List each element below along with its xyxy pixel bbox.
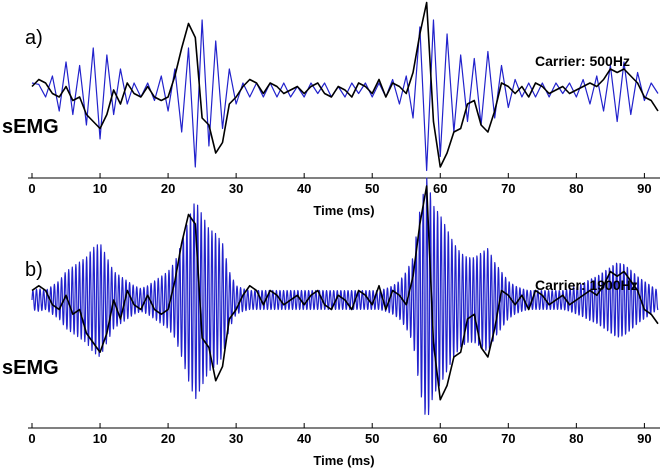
panel-a-x-tick-label-20: 20 <box>161 181 175 196</box>
panel-b-x-tick-label-0: 0 <box>28 431 35 446</box>
panel-b-x-ticks: 0 10 20 30 40 50 60 70 80 90 <box>28 423 652 446</box>
panel-b-x-tick-label-90: 90 <box>637 431 651 446</box>
panel-a-plot-area <box>31 1 659 172</box>
panel-b-x-tick-label-30: 30 <box>229 431 243 446</box>
panel-a-chart: 0 10 20 30 40 50 60 70 80 90 Time (ms) a) Carrier… <box>2 1 660 218</box>
panel-a-x-tick-label-80: 80 <box>569 181 583 196</box>
panel-b-label: b) <box>25 259 43 281</box>
panel-a-x-tick-label-10: 10 <box>93 181 107 196</box>
panel-a-x-tick-label-90: 90 <box>637 181 651 196</box>
panel-b-semg-label: sEMG <box>2 357 59 379</box>
panel-b-series-envelope <box>31 185 659 401</box>
panel-b-x-tick-label-70: 70 <box>501 431 515 446</box>
panel-b-series-modulated-carrier <box>31 177 659 416</box>
panel-b-x-tick-label-20: 20 <box>161 431 175 446</box>
panel-b-x-tick-label-10: 10 <box>93 431 107 446</box>
panel-a-carrier-label: Carrier: 500Hz <box>535 53 630 69</box>
panel-a-x-axis-title: Time (ms) <box>313 203 374 218</box>
panel-a-x-tick-label-0: 0 <box>28 181 35 196</box>
panel-a-series-modulated-carrier <box>31 19 659 172</box>
panel-a-x-tick-label-40: 40 <box>297 181 311 196</box>
panel-a-x-tick-label-50: 50 <box>365 181 379 196</box>
panel-b-x-tick-label-50: 50 <box>365 431 379 446</box>
panel-a-x-tick-label-60: 60 <box>433 181 447 196</box>
panel-b-chart: 0 10 20 30 40 50 60 70 80 90 Time (ms) b) Carrier… <box>2 177 660 468</box>
panel-b-x-tick-label-60: 60 <box>433 431 447 446</box>
panel-a-label: a) <box>25 27 43 49</box>
panel-a-series-envelope <box>31 1 659 168</box>
panel-b-plot-area <box>31 177 659 416</box>
panel-b-x-tick-label-80: 80 <box>569 431 583 446</box>
panel-a-x-tick-label-30: 30 <box>229 181 243 196</box>
panel-b-x-tick-label-40: 40 <box>297 431 311 446</box>
panel-b-x-axis-title: Time (ms) <box>313 453 374 468</box>
panel-a-x-tick-label-70: 70 <box>501 181 515 196</box>
panel-a-semg-label: sEMG <box>2 116 59 138</box>
panel-a-x-ticks: 0 10 20 30 40 50 60 70 80 90 <box>28 173 652 196</box>
panel-b-carrier-label: Carrier: 1900Hz <box>535 277 638 293</box>
